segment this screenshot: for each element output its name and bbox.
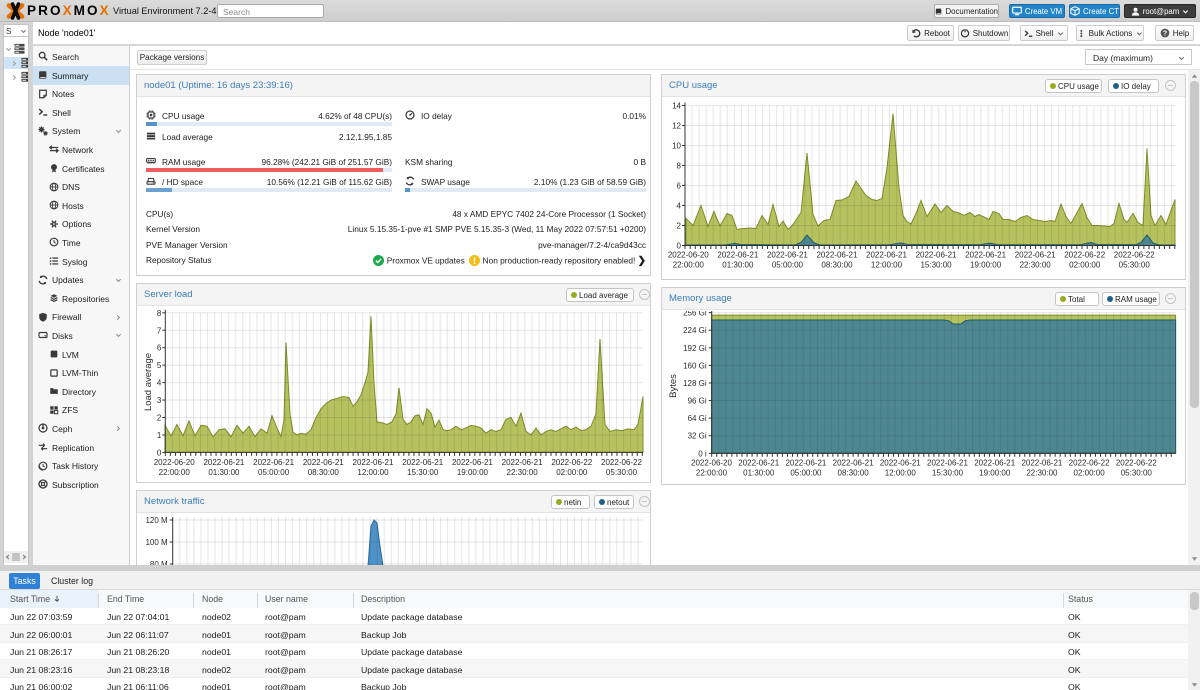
svg-text:7: 7 [157,326,162,335]
svg-text:22:00:00: 22:00:00 [696,469,728,478]
svg-text:224 Gi: 224 Gi [683,326,707,335]
svg-text:5: 5 [157,361,162,370]
svg-text:192 Gi: 192 Gi [683,344,707,353]
svg-text:2022-06-20: 2022-06-20 [691,459,732,468]
svg-text:2022-06-21: 2022-06-21 [502,458,543,467]
svg-text:2022-06-21: 2022-06-21 [717,251,758,260]
svg-text:05:30:00: 05:30:00 [1121,469,1153,478]
svg-text:8: 8 [677,162,682,171]
svg-text:2022-06-22: 2022-06-22 [551,458,592,467]
svg-text:Load average: Load average [143,353,154,411]
svg-text:128 Gi: 128 Gi [683,379,707,388]
svg-text:2022-06-22: 2022-06-22 [601,458,642,467]
svg-text:4: 4 [157,379,162,388]
svg-text:2: 2 [677,222,682,231]
svg-text:12:00:00: 12:00:00 [871,261,903,270]
svg-text:12:00:00: 12:00:00 [357,468,389,477]
svg-text:2022-06-21: 2022-06-21 [767,251,808,260]
svg-text:64 Gi: 64 Gi [688,414,707,423]
svg-text:14: 14 [672,102,681,111]
svg-text:2022-06-21: 2022-06-21 [785,459,826,468]
svg-text:96 Gi: 96 Gi [688,397,707,406]
svg-text:05:00:00: 05:00:00 [790,469,822,478]
svg-text:2022-06-21: 2022-06-21 [1021,459,1062,468]
svg-text:08:30:00: 08:30:00 [838,469,870,478]
svg-text:15:30:00: 15:30:00 [932,469,964,478]
svg-text:0: 0 [677,242,682,251]
svg-text:2022-06-21: 2022-06-21 [866,251,907,260]
svg-text:22:00:00: 22:00:00 [159,468,191,477]
svg-text:2022-06-21: 2022-06-21 [833,459,874,468]
svg-text:2022-06-21: 2022-06-21 [816,251,857,260]
svg-text:22:00:00: 22:00:00 [673,261,705,270]
svg-text:19:00:00: 19:00:00 [970,261,1002,270]
svg-text:0: 0 [157,448,162,457]
svg-text:2: 2 [157,414,162,423]
svg-text:2022-06-21: 2022-06-21 [974,459,1015,468]
svg-text:2022-06-21: 2022-06-21 [402,458,443,467]
svg-text:08:30:00: 08:30:00 [308,468,340,477]
svg-text:01:30:00: 01:30:00 [743,469,775,478]
svg-text:2022-06-21: 2022-06-21 [303,458,344,467]
svg-text:2022-06-20: 2022-06-20 [668,251,709,260]
svg-text:08:30:00: 08:30:00 [821,261,853,270]
svg-text:22:30:00: 22:30:00 [1020,261,1052,270]
svg-text:01:30:00: 01:30:00 [722,261,754,270]
svg-text:8: 8 [157,309,162,318]
svg-text:2022-06-21: 2022-06-21 [353,458,394,467]
svg-text:2022-06-21: 2022-06-21 [916,251,957,260]
svg-text:2022-06-22: 2022-06-22 [1116,459,1157,468]
svg-text:160 Gi: 160 Gi [683,361,707,370]
svg-text:2022-06-21: 2022-06-21 [1015,251,1056,260]
svg-text:02:00:00: 02:00:00 [556,468,588,477]
svg-text:05:30:00: 05:30:00 [606,468,638,477]
svg-text:2022-06-21: 2022-06-21 [927,459,968,468]
svg-text:32 Gi: 32 Gi [688,432,707,441]
svg-text:12: 12 [672,122,681,131]
svg-text:2022-06-21: 2022-06-21 [738,459,779,468]
svg-text:4: 4 [677,202,682,211]
svg-text:2022-06-21: 2022-06-21 [203,458,244,467]
svg-text:0 i: 0 i [698,449,707,458]
svg-text:01:30:00: 01:30:00 [208,468,240,477]
svg-text:2022-06-22: 2022-06-22 [1114,251,1155,260]
svg-text:2022-06-21: 2022-06-21 [880,459,921,468]
svg-text:22:30:00: 22:30:00 [1026,469,1058,478]
svg-text:2022-06-22: 2022-06-22 [1064,251,1105,260]
svg-text:2022-06-21: 2022-06-21 [965,251,1006,260]
svg-text:2022-06-22: 2022-06-22 [1069,459,1110,468]
svg-text:2022-06-21: 2022-06-21 [253,458,294,467]
svg-text:120 M: 120 M [145,516,168,525]
svg-text:22:30:00: 22:30:00 [507,468,539,477]
svg-text:6: 6 [157,344,162,353]
svg-text:2022-06-20: 2022-06-20 [154,458,195,467]
svg-text:05:00:00: 05:00:00 [258,468,290,477]
svg-text:6: 6 [677,182,682,191]
svg-text:Bytes: Bytes [668,374,679,398]
svg-text:80 M: 80 M [150,560,168,566]
svg-text:12:00:00: 12:00:00 [885,469,917,478]
svg-text:05:00:00: 05:00:00 [772,261,804,270]
svg-text:15:30:00: 15:30:00 [920,261,952,270]
svg-text:3: 3 [157,396,162,405]
svg-text:?: ? [1163,30,1167,38]
svg-text:02:00:00: 02:00:00 [1069,261,1101,270]
svg-text:05:30:00: 05:30:00 [1119,261,1151,270]
svg-text:19:00:00: 19:00:00 [457,468,489,477]
svg-text:02:00:00: 02:00:00 [1074,469,1106,478]
svg-text:2022-06-21: 2022-06-21 [452,458,493,467]
svg-text:10: 10 [672,142,681,151]
svg-text:15:30:00: 15:30:00 [407,468,439,477]
svg-text:256 Gi: 256 Gi [683,311,707,318]
svg-text:19:00:00: 19:00:00 [979,469,1011,478]
svg-text:1: 1 [157,431,162,440]
svg-text:100 M: 100 M [145,538,168,547]
